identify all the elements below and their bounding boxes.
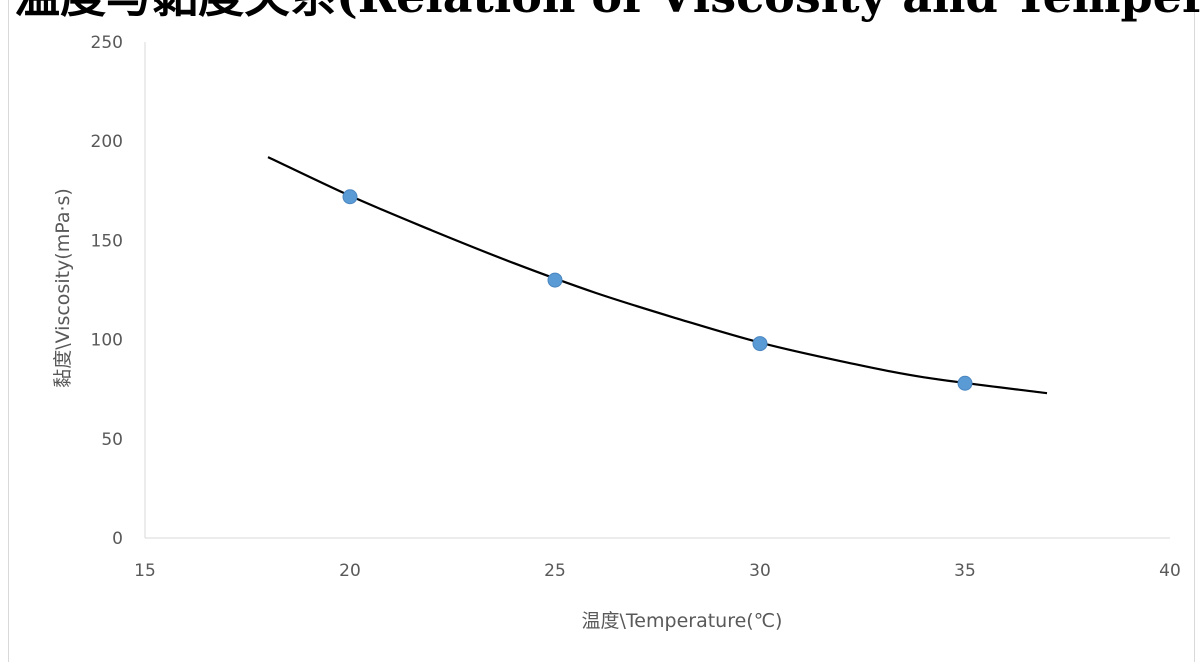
x-axis: 15 20 25 30 35 40 [134,537,1181,581]
y-tick-label: 250 [91,33,123,53]
chart-frame [8,0,1195,666]
y-tick-label: 50 [101,430,123,450]
trendline-group [267,156,1048,395]
y-tick-label: 200 [91,132,123,152]
x-tick-label: 30 [749,561,771,581]
trendline [267,156,1048,395]
x-tick-label: 40 [1159,561,1181,581]
y-tick-label: 0 [112,529,123,549]
data-point [752,336,768,352]
x-axis-label: 温度\Temperature(℃) [582,610,783,632]
data-point [547,272,563,288]
data-point [957,375,973,391]
y-axis: 0 50 100 150 200 250 [91,33,146,549]
data-point [342,189,358,205]
x-tick-label: 25 [544,561,566,581]
y-tick-label: 100 [91,331,123,351]
x-tick-label: 35 [954,561,976,581]
data-points [342,189,973,391]
y-axis-label: 黏度\Viscosity(mPa·s) [52,188,74,388]
y-tick-label: 150 [91,231,123,251]
x-tick-label: 15 [134,561,156,581]
chart-title: 温度与黏度关系(Relation of Viscosity and Temper… [14,0,1200,23]
x-tick-label: 20 [339,561,361,581]
